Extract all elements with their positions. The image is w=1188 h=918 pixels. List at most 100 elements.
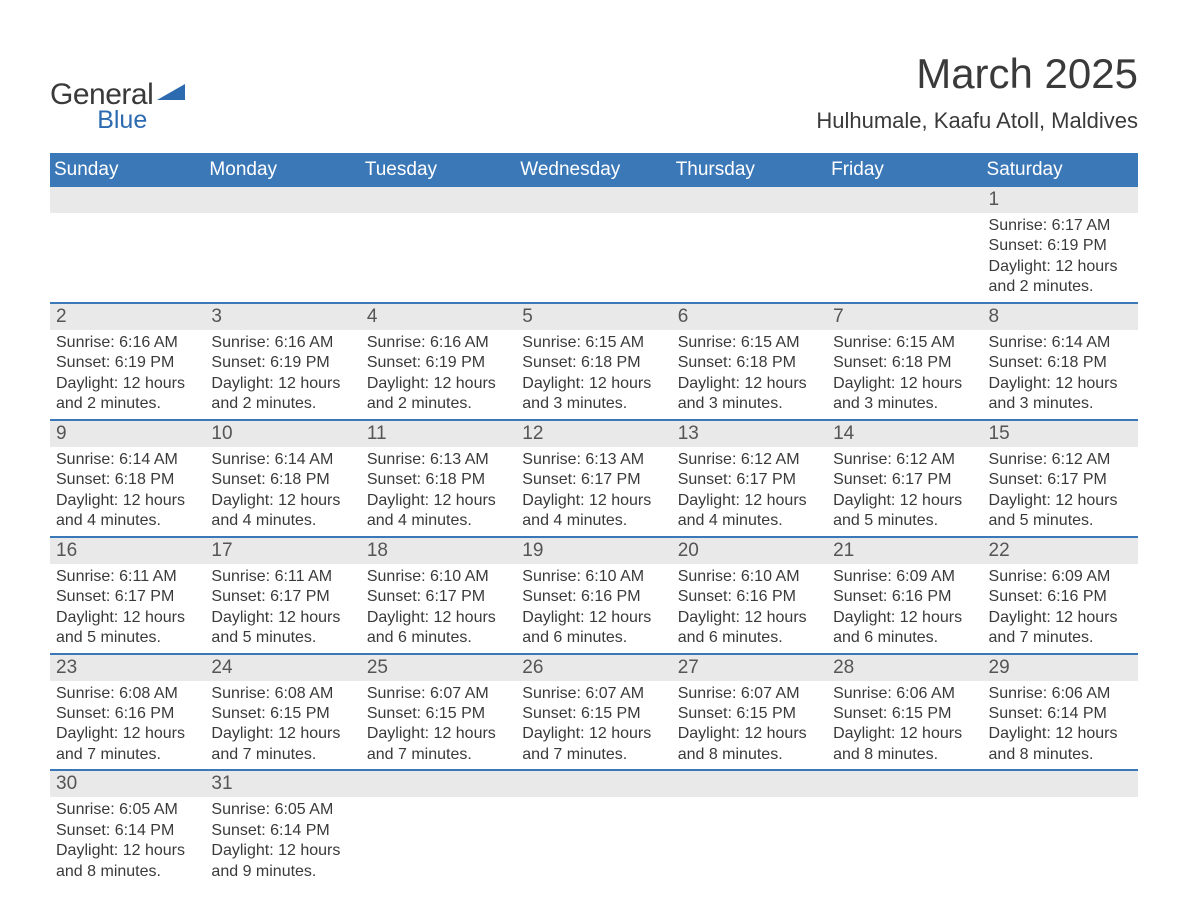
sunset-text: Sunset: 6:18 PM bbox=[522, 353, 667, 373]
daylight-text: Daylight: 12 hours and 6 minutes. bbox=[678, 608, 823, 649]
day-number-cell bbox=[361, 770, 516, 797]
sunrise-text: Sunrise: 6:12 AM bbox=[833, 450, 978, 470]
sunset-text: Sunset: 6:15 PM bbox=[522, 704, 667, 724]
day-detail-cell bbox=[361, 213, 516, 303]
day-number-cell: 15 bbox=[983, 420, 1138, 447]
sunset-text: Sunset: 6:17 PM bbox=[211, 587, 356, 607]
day-number-cell: 27 bbox=[672, 654, 827, 681]
day-detail-cell: Sunrise: 6:09 AMSunset: 6:16 PMDaylight:… bbox=[827, 564, 982, 654]
weekday-sunday: Sunday bbox=[50, 153, 205, 187]
day-detail-cell: Sunrise: 6:06 AMSunset: 6:14 PMDaylight:… bbox=[983, 681, 1138, 771]
sunrise-text: Sunrise: 6:09 AM bbox=[989, 567, 1134, 587]
day-number-cell bbox=[361, 187, 516, 213]
day-number-cell: 5 bbox=[516, 303, 671, 330]
sunrise-text: Sunrise: 6:15 AM bbox=[522, 333, 667, 353]
day-detail-cell: Sunrise: 6:15 AMSunset: 6:18 PMDaylight:… bbox=[827, 330, 982, 420]
weekday-header-row: Sunday Monday Tuesday Wednesday Thursday… bbox=[50, 153, 1138, 187]
sunset-text: Sunset: 6:18 PM bbox=[678, 353, 823, 373]
sunrise-text: Sunrise: 6:12 AM bbox=[989, 450, 1134, 470]
day-detail-row: Sunrise: 6:16 AMSunset: 6:19 PM Daylight:… bbox=[50, 330, 1138, 420]
day-number-cell: 13 bbox=[672, 420, 827, 447]
sunrise-text: Sunrise: 6:15 AM bbox=[678, 333, 823, 353]
sunrise-text: Sunrise: 6:13 AM bbox=[367, 450, 512, 470]
day-detail-row: Sunrise: 6:14 AMSunset: 6:18 PMDaylight:… bbox=[50, 447, 1138, 537]
day-detail-cell: Sunrise: 6:14 AMSunset: 6:18 PMDaylight:… bbox=[50, 447, 205, 537]
weekday-friday: Friday bbox=[827, 153, 982, 187]
day-number-cell: 19 bbox=[516, 537, 671, 564]
day-detail-cell: Sunrise: 6:05 AMSunset: 6:14 PMDaylight:… bbox=[50, 797, 205, 886]
day-number-row: 16171819202122 bbox=[50, 537, 1138, 564]
day-detail-cell: Sunrise: 6:16 AMSunset: 6:19 PMDaylight:… bbox=[50, 330, 205, 420]
day-detail-cell: Sunrise: 6:08 AMSunset: 6:16 PMDaylight:… bbox=[50, 681, 205, 771]
daylight-text: Daylight: 12 hours and 9 minutes. bbox=[211, 841, 356, 882]
day-detail-row: Sunrise: 6:08 AMSunset: 6:16 PMDaylight:… bbox=[50, 681, 1138, 771]
weekday-tuesday: Tuesday bbox=[361, 153, 516, 187]
sunrise-text: Sunrise: 6:07 AM bbox=[367, 684, 512, 704]
day-number-row: 23242526272829 bbox=[50, 654, 1138, 681]
day-number-cell: 10 bbox=[205, 420, 360, 447]
day-detail-cell: Sunrise: 6:12 AMSunset: 6:17 PMDaylight:… bbox=[672, 447, 827, 537]
day-number-cell: 16 bbox=[50, 537, 205, 564]
sunset-text: Sunset: 6:18 PM bbox=[56, 470, 201, 490]
day-detail-cell: Sunrise: 6:12 AMSunset: 6:17 PMDaylight:… bbox=[827, 447, 982, 537]
day-detail-cell: Sunrise: 6:10 AMSunset: 6:16 PMDaylight:… bbox=[516, 564, 671, 654]
weekday-wednesday: Wednesday bbox=[516, 153, 671, 187]
sunrise-text: Sunrise: 6:06 AM bbox=[989, 684, 1134, 704]
daylight-text: Daylight: 12 hours and 7 minutes. bbox=[522, 724, 667, 765]
sunrise-text: Sunrise: 6:14 AM bbox=[989, 333, 1134, 353]
day-detail-cell: Sunrise: 6:16 AMSunset: 6:19 PMDaylight:… bbox=[361, 330, 516, 420]
day-detail-cell bbox=[672, 213, 827, 303]
daylight-text: Daylight: 12 hours and 8 minutes. bbox=[678, 724, 823, 765]
day-number-cell: 30 bbox=[50, 770, 205, 797]
daylight-text: Daylight: 12 hours and 4 minutes. bbox=[56, 491, 201, 532]
sunrise-text: Sunrise: 6:15 AM bbox=[833, 333, 978, 353]
sunset-text: Sunset: 6:18 PM bbox=[211, 470, 356, 490]
sunrise-text: Sunrise: 6:08 AM bbox=[56, 684, 201, 704]
sunset-text: Sunset: 6:17 PM bbox=[678, 470, 823, 490]
day-detail-row: Sunrise: 6:11 AMSunset: 6:17 PMDaylight:… bbox=[50, 564, 1138, 654]
day-detail-cell: Sunrise: 6:11 AMSunset: 6:17 PMDaylight:… bbox=[50, 564, 205, 654]
daylight-text: Daylight: 12 hours and 7 minutes. bbox=[367, 724, 512, 765]
sunrise-text: Sunrise: 6:16 AM bbox=[367, 333, 512, 353]
logo-triangle-icon bbox=[157, 82, 185, 102]
day-number-row: 9101112131415 bbox=[50, 420, 1138, 447]
daylight-text: Daylight: 12 hours and 5 minutes. bbox=[211, 608, 356, 649]
day-detail-cell: Sunrise: 6:07 AMSunset: 6:15 PMDaylight:… bbox=[516, 681, 671, 771]
day-number-cell: 18 bbox=[361, 537, 516, 564]
day-detail-row: Sunrise: 6:17 AMSunset: 6:19 PMDaylight:… bbox=[50, 213, 1138, 303]
sunset-text: Sunset: 6:19 PM bbox=[367, 353, 512, 373]
daylight-text: Daylight: 12 hours and 2 minutes. bbox=[989, 257, 1134, 298]
day-detail-cell: Sunrise: 6:07 AMSunset: 6:15 PMDaylight:… bbox=[672, 681, 827, 771]
sunset-text: Sunset: 6:16 PM bbox=[522, 587, 667, 607]
day-number-cell bbox=[672, 187, 827, 213]
daylight-text: Daylight: 12 hours and 4 minutes. bbox=[367, 491, 512, 532]
day-number-cell: 3 bbox=[205, 303, 360, 330]
day-number-cell bbox=[827, 770, 982, 797]
page-title: March 2025 bbox=[816, 50, 1138, 98]
sunset-text: Sunset: 6:18 PM bbox=[989, 353, 1134, 373]
day-detail-cell: Sunrise: 6:14 AMSunset: 6:18 PMDaylight:… bbox=[983, 330, 1138, 420]
daylight-text: Daylight: 12 hours and 6 minutes. bbox=[522, 608, 667, 649]
sunset-text: Sunset: 6:16 PM bbox=[678, 587, 823, 607]
day-number-cell: 8 bbox=[983, 303, 1138, 330]
sunrise-text: Sunrise: 6:11 AM bbox=[211, 567, 356, 587]
daylight-text: Daylight: 12 hours and 7 minutes. bbox=[989, 608, 1134, 649]
day-number-cell: 7 bbox=[827, 303, 982, 330]
sunrise-text: Sunrise: 6:13 AM bbox=[522, 450, 667, 470]
sunset-text: Sunset: 6:17 PM bbox=[367, 587, 512, 607]
day-detail-cell: Sunrise: 6:05 AMSunset: 6:14 PMDaylight:… bbox=[205, 797, 360, 886]
day-number-cell bbox=[205, 187, 360, 213]
daylight-text: Daylight: 12 hours and 5 minutes. bbox=[833, 491, 978, 532]
daylight-text: Daylight: 12 hours and 3 minutes. bbox=[678, 374, 823, 415]
daylight-text: Daylight: 12 hours and 7 minutes. bbox=[56, 724, 201, 765]
day-detail-cell: Sunrise: 6:15 AMSunset: 6:18 PMDaylight:… bbox=[516, 330, 671, 420]
day-detail-cell: Sunrise: 6:12 AMSunset: 6:17 PMDaylight:… bbox=[983, 447, 1138, 537]
sunrise-text: Sunrise: 6:14 AM bbox=[211, 450, 356, 470]
day-number-cell: 29 bbox=[983, 654, 1138, 681]
daylight-text: Daylight: 12 hours and 7 minutes. bbox=[211, 724, 356, 765]
sunrise-text: Sunrise: 6:06 AM bbox=[833, 684, 978, 704]
daylight-text: Daylight: 12 hours and 2 minutes. bbox=[211, 374, 356, 415]
day-detail-cell bbox=[672, 797, 827, 886]
sunset-text: Sunset: 6:14 PM bbox=[56, 821, 201, 841]
daylight-text: Daylight: 12 hours and 8 minutes. bbox=[833, 724, 978, 765]
